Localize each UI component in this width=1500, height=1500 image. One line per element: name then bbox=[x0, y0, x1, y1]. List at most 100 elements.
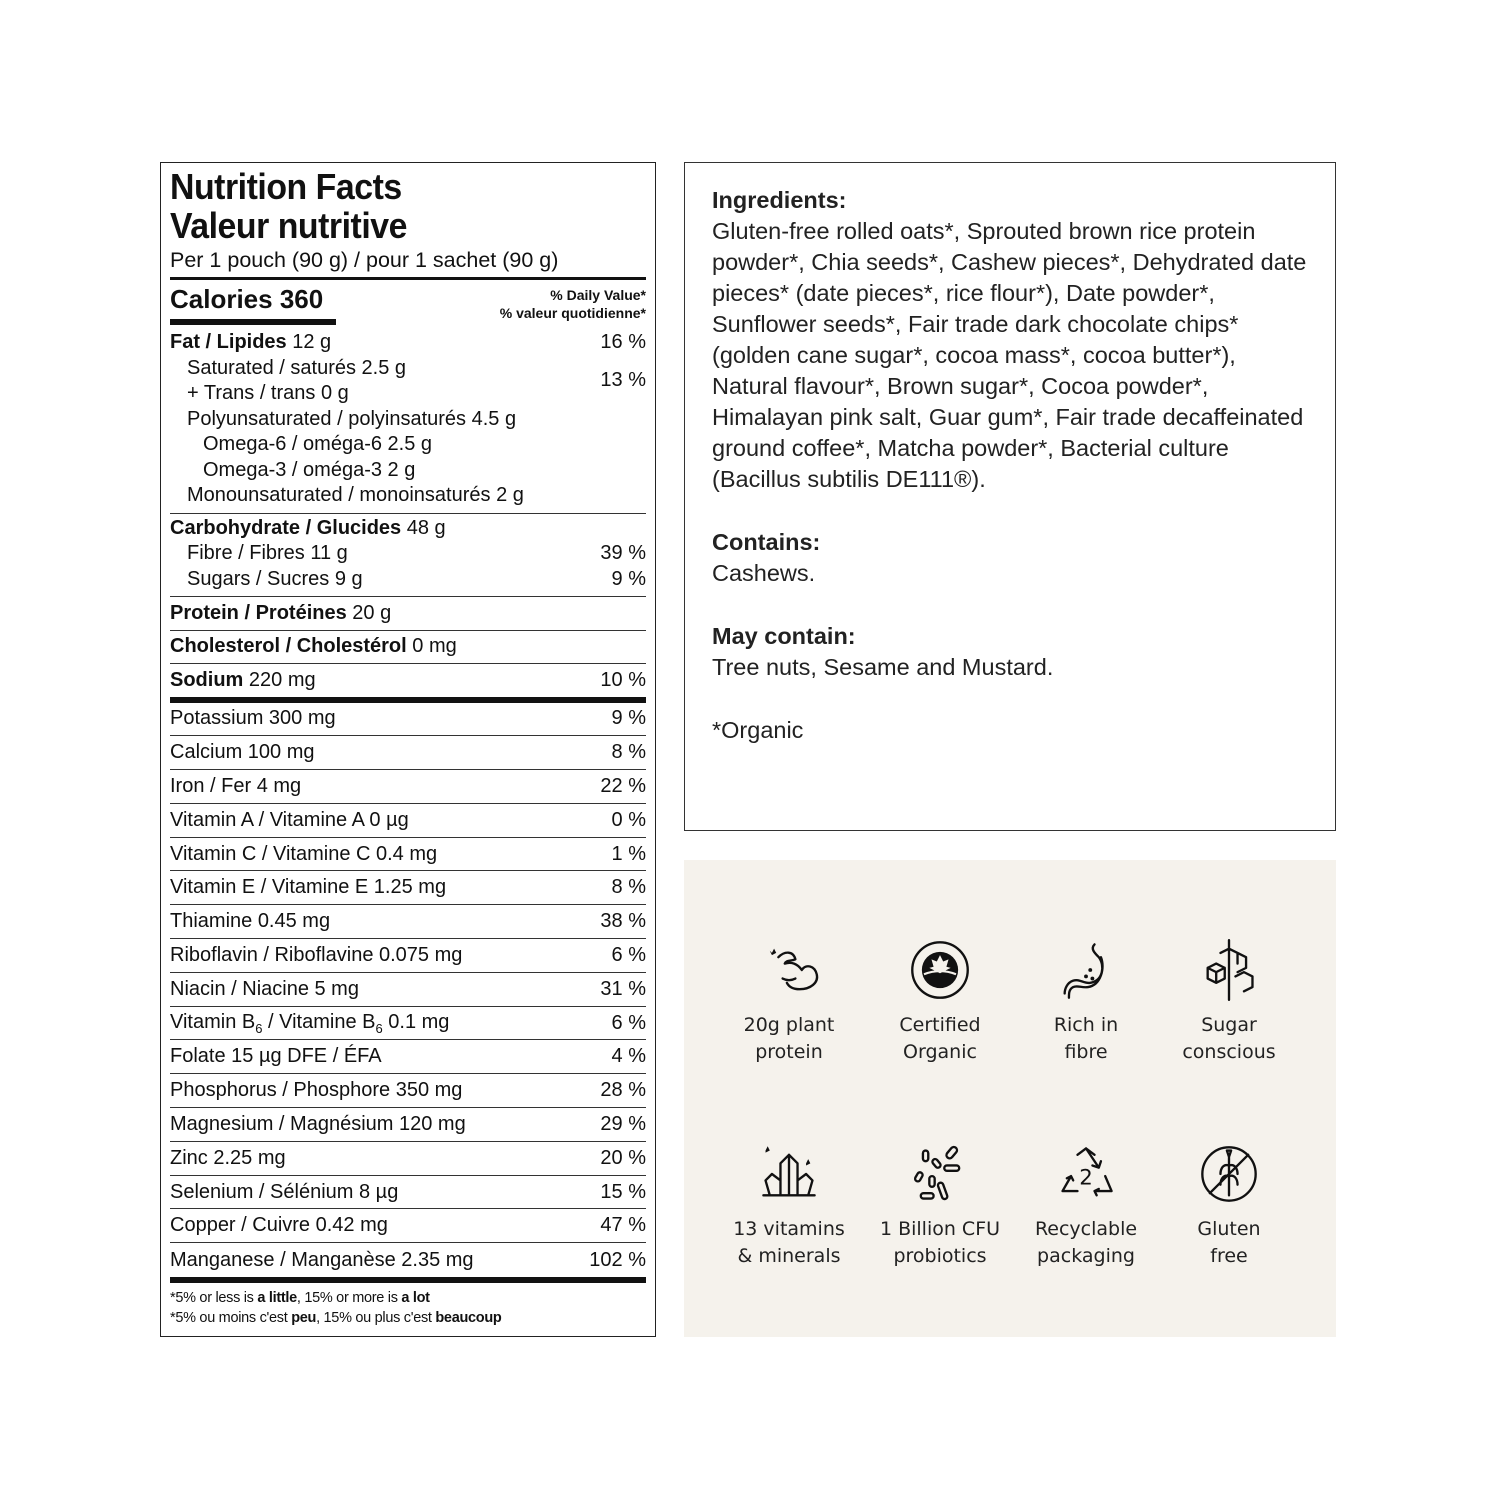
claim-line-1: Sugar bbox=[1201, 1014, 1257, 1036]
nutrient-label: Zinc 2.25 mg bbox=[170, 1146, 286, 1169]
claim-line-1: Recyclable bbox=[1034, 1218, 1138, 1240]
nutrient-dv: 1 % bbox=[611, 842, 646, 865]
mono-row: Monounsaturated / monoinsaturés 2 g bbox=[187, 484, 524, 506]
stomach-icon bbox=[1063, 943, 1104, 999]
vitamin-row: Vitamin C / Vitamine C 0.4 mg 1 % bbox=[170, 838, 646, 872]
serving-size: Per 1 pouch (90 g) / pour 1 sachet (90 g… bbox=[170, 245, 646, 280]
nutrient-label: Phosphorus / Phosphore 350 mg bbox=[170, 1079, 463, 1102]
nutrient-label: Vitamin E / Vitamine E 1.25 mg bbox=[170, 876, 447, 899]
omega6-row: Omega-6 / oméga-6 2.5 g bbox=[203, 433, 433, 455]
vitamin-row: Zinc 2.25 mg 20 % bbox=[170, 1142, 646, 1176]
sodium-row: Sodium 220 mg 10 % bbox=[170, 663, 646, 697]
title-fr: Valeur nutritive bbox=[170, 205, 407, 246]
calories: Calories 360 bbox=[170, 284, 324, 314]
footnote: *5% or less is a little, 15% or more is … bbox=[170, 1277, 646, 1328]
vitamin-row: Manganese / Manganèse 2.35 mg 102 % bbox=[170, 1243, 646, 1277]
dv-fr: % valeur quotidienne* bbox=[499, 305, 646, 321]
vitamin-row: Selenium / Sélénium 8 µg 15 % bbox=[170, 1176, 646, 1210]
protein-row: Protein / Protéines 20 g bbox=[170, 596, 646, 630]
may-contain-heading: May contain: bbox=[712, 623, 856, 649]
footnote-fr: *5% ou moins c'est peu, 15% ou plus c'es… bbox=[170, 1310, 502, 1327]
nutrient-dv: 20 % bbox=[600, 1146, 646, 1169]
nutrient-label: Vitamin B6 / Vitamine B6 0.1 mg bbox=[170, 1010, 450, 1036]
carb-row: Carbohydrate / Glucides 48 g bbox=[170, 516, 446, 539]
nutrient-dv: 6 % bbox=[611, 1011, 646, 1034]
vitamin-row: Vitamin B6 / Vitamine B6 0.1 mg 6 % bbox=[170, 1007, 646, 1041]
vitamin-row: Folate 15 µg DFE / ÉFA 4 % bbox=[170, 1040, 646, 1075]
vitamin-row: Calcium 100 mg 8 % bbox=[170, 736, 646, 771]
vitamins-minerals: Potassium 300 mg 9 % Calcium 100 mg 8 % Iron… bbox=[170, 696, 646, 1278]
vitamin-row: Riboflavin / Riboflavine 0.075 mg 6 % bbox=[170, 939, 646, 973]
nutrient-label: Potassium 300 mg bbox=[170, 707, 336, 730]
claim-line-1: Rich in bbox=[1053, 1014, 1119, 1036]
svg-text:2: 2 bbox=[1079, 1166, 1093, 1191]
vitamin-row: Vitamin E / Vitamine E 1.25 mg 8 % bbox=[170, 871, 646, 906]
cholesterol-row: Cholesterol / Cholestérol 0 mg bbox=[170, 629, 646, 664]
recycle-2-icon: 2 bbox=[1061, 1147, 1113, 1197]
claim-canada-organic-seal: Certified Organic bbox=[860, 938, 1020, 1066]
title-en: Nutrition Facts bbox=[170, 166, 402, 207]
calories-row: Calories 360 % Daily Value* % valeur quot… bbox=[170, 280, 646, 330]
nutrient-dv: 38 % bbox=[600, 910, 646, 933]
vitamin-row: Niacin / Niacine 5 mg 31 % bbox=[170, 973, 646, 1007]
ingredients-heading: Ingredients: bbox=[712, 187, 847, 213]
claim-line-1: 20g plant bbox=[743, 1014, 835, 1036]
fat-section: Fat / Lipides 12 g 16 % Saturated / satur… bbox=[170, 330, 646, 513]
claim-crystals: 13 vitamins & minerals bbox=[709, 1142, 869, 1270]
saturated-row: Saturated / saturés 2.5 g bbox=[187, 356, 407, 379]
claim-sugar-cubes: Sugar conscious bbox=[1149, 938, 1309, 1066]
canada-organic-seal-icon bbox=[911, 941, 969, 999]
claim-line-2: fibre bbox=[1064, 1041, 1108, 1063]
omega3-row: Omega-3 / oméga-3 2 g bbox=[203, 458, 416, 481]
nutrient-dv: 102 % bbox=[589, 1248, 646, 1271]
crystals-icon bbox=[762, 1146, 816, 1197]
nutrition-facts-table: Nutrition Facts Valeur nutritive Per 1 p… bbox=[160, 162, 656, 1337]
carb-section: Carbohydrate / Glucides 48 g Fibre / Fib… bbox=[170, 512, 646, 597]
fat-row: Fat / Lipides 12 g 16 % bbox=[170, 331, 646, 353]
nutrient-label: Magnesium / Magnésium 120 mg bbox=[170, 1112, 466, 1135]
nutrient-dv: 8 % bbox=[611, 876, 646, 899]
nutrient-dv: 8 % bbox=[611, 741, 646, 764]
nutrient-dv: 29 % bbox=[600, 1112, 646, 1135]
nutrient-label: Selenium / Sélénium 8 µg bbox=[170, 1180, 399, 1203]
contains-text: Cashews. bbox=[712, 560, 816, 586]
dv-en: % Daily Value* bbox=[550, 287, 646, 303]
nutrient-label: Iron / Fer 4 mg bbox=[170, 774, 302, 797]
nutrient-label: Vitamin C / Vitamine C 0.4 mg bbox=[170, 842, 438, 865]
may-contain-text: Tree nuts, Sesame and Mustard. bbox=[712, 654, 1054, 680]
sat-trans-dv: 13 % bbox=[600, 369, 646, 392]
claim-gluten-free: Gluten free bbox=[1149, 1142, 1309, 1270]
ingredients-text: Gluten-free rolled oats*, Sprouted brown… bbox=[712, 218, 1307, 492]
sugar-cubes-icon bbox=[1206, 938, 1254, 1002]
claim-bacteria: 1 Billion CFU probiotics bbox=[860, 1142, 1020, 1270]
vitamin-row: Phosphorus / Phosphore 350 mg 28 % bbox=[170, 1074, 646, 1109]
nutrient-dv: 31 % bbox=[600, 977, 646, 1000]
nutrient-dv: 9 % bbox=[611, 707, 646, 730]
nutrient-label: Niacin / Niacine 5 mg bbox=[170, 977, 359, 1000]
bacteria-icon bbox=[913, 1145, 961, 1201]
fibre-row: Fibre / Fibres 11 g 39 % bbox=[187, 542, 646, 564]
claim-line-1: 1 Billion CFU bbox=[879, 1218, 1001, 1240]
ingredients-panel: Ingredients: Gluten-free rolled oats*, S… bbox=[684, 162, 1336, 831]
nutrient-dv: 22 % bbox=[600, 774, 646, 797]
claim-line-2: conscious bbox=[1182, 1041, 1276, 1063]
trans-row: + Trans / trans 0 g bbox=[187, 382, 349, 404]
claim-line-2: probiotics bbox=[893, 1245, 987, 1267]
calories-bar bbox=[170, 319, 336, 325]
claim-line-2: Organic bbox=[903, 1041, 977, 1063]
organic-note: *Organic bbox=[712, 717, 804, 743]
gluten-free-icon bbox=[1201, 1146, 1257, 1202]
claim-line-2: & minerals bbox=[737, 1245, 841, 1267]
nutrient-dv: 47 % bbox=[600, 1214, 646, 1237]
nutrient-label: Folate 15 µg DFE / ÉFA bbox=[170, 1045, 382, 1068]
nutrient-dv: 6 % bbox=[611, 943, 646, 966]
claim-line-2: free bbox=[1210, 1245, 1248, 1267]
nutrient-label: Riboflavin / Riboflavine 0.075 mg bbox=[170, 943, 463, 966]
sat-trans-group: Saturated / saturés 2.5 g + Trans / trans… bbox=[170, 356, 646, 407]
claim-line-2: packaging bbox=[1037, 1245, 1135, 1267]
vitamin-row: Iron / Fer 4 mg 22 % bbox=[170, 770, 646, 804]
claim-line-2: protein bbox=[755, 1041, 823, 1063]
claim-line-1: 13 vitamins bbox=[733, 1218, 845, 1240]
vitamin-row: Thiamine 0.45 mg 38 % bbox=[170, 905, 646, 940]
